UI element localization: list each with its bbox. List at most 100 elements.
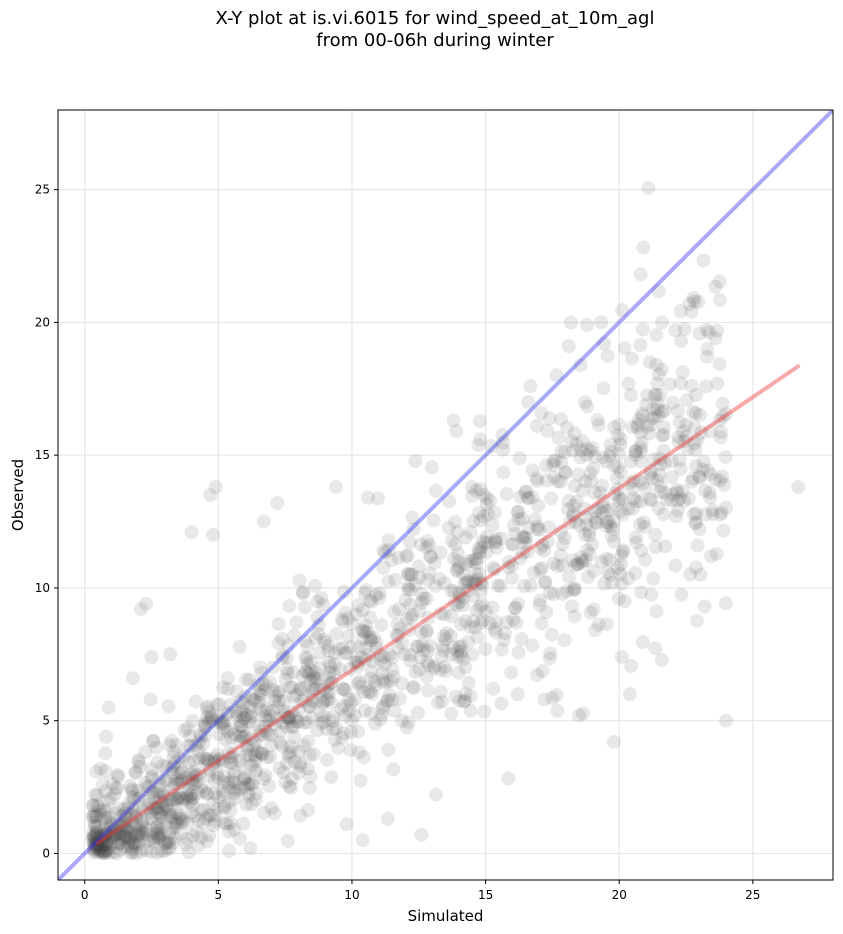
scatter-point — [244, 797, 259, 812]
scatter-point — [604, 528, 619, 543]
scatter-point — [283, 714, 298, 729]
scatter-point — [635, 409, 650, 424]
scatter-point — [378, 545, 393, 560]
scatter-point — [128, 804, 143, 819]
scatter-point — [91, 800, 106, 815]
scatter-point — [159, 810, 174, 825]
scatter-point — [301, 734, 316, 749]
scatter-point — [130, 828, 145, 843]
scatter-point — [131, 783, 146, 798]
scatter-point — [264, 738, 279, 753]
scatter-point — [295, 669, 310, 684]
scatter-point — [334, 612, 349, 627]
scatter-point — [345, 617, 360, 632]
scatter-point — [586, 602, 601, 617]
scatter-point — [227, 791, 242, 806]
scatter-point — [259, 678, 274, 693]
scatter-point — [446, 413, 461, 428]
scatter-point — [513, 551, 528, 566]
scatter-point — [179, 787, 194, 802]
scatter-point — [510, 505, 525, 520]
scatter-point — [566, 507, 581, 522]
scatter-point — [255, 746, 270, 761]
scatter-point — [501, 560, 516, 575]
scatter-point — [227, 727, 242, 742]
scatter-point — [631, 417, 646, 432]
scatter-point — [637, 520, 652, 535]
scatter-point — [86, 841, 101, 856]
scatter-point — [565, 553, 580, 568]
scatter-point — [200, 699, 215, 714]
scatter-point — [373, 648, 388, 663]
scatter-point — [241, 788, 256, 803]
scatter-point — [635, 322, 650, 337]
scatter-point — [358, 618, 373, 633]
scatter-point — [595, 450, 610, 465]
scatter-point — [234, 719, 249, 734]
scatter-point — [718, 596, 733, 611]
scatter-point — [477, 704, 492, 719]
scatter-point — [719, 713, 734, 728]
scatter-point — [282, 749, 297, 764]
scatter-point — [223, 756, 238, 771]
scatter-point — [483, 493, 498, 508]
scatter-point — [220, 724, 235, 739]
scatter-point — [700, 349, 715, 364]
scatter-point — [465, 576, 480, 591]
scatter-point — [168, 776, 183, 791]
scatter-point — [138, 821, 153, 836]
scatter-point — [186, 753, 201, 768]
scatter-point — [297, 715, 312, 730]
scatter-point — [194, 780, 209, 795]
scatter-point — [316, 695, 331, 710]
scatter-point — [243, 748, 258, 763]
scatter-point — [214, 714, 229, 729]
scatter-point — [600, 503, 615, 518]
scatter-point — [715, 396, 730, 411]
scatter-point — [463, 703, 478, 718]
scatter-point — [95, 777, 110, 792]
scatter-point — [344, 640, 359, 655]
scatter-point — [566, 443, 581, 458]
scatter-point — [452, 560, 467, 575]
scatter-point — [293, 756, 308, 771]
scatter-point — [379, 694, 394, 709]
scatter-point — [251, 695, 266, 710]
scatter-point — [364, 594, 379, 609]
scatter-point — [607, 420, 622, 435]
scatter-point — [185, 797, 200, 812]
scatter-point — [390, 617, 405, 632]
scatter-point — [697, 599, 712, 614]
scatter-point — [298, 634, 313, 649]
scatter-point — [258, 709, 273, 724]
scatter-point — [88, 843, 103, 858]
scatter-point — [640, 388, 655, 403]
scatter-point — [718, 407, 733, 422]
scatter-point — [422, 538, 437, 553]
scatter-point — [95, 836, 110, 851]
scatter-point — [531, 498, 546, 513]
scatter-point — [336, 614, 351, 629]
scatter-point — [458, 660, 473, 675]
scatter-point — [300, 761, 315, 776]
scatter-point — [589, 515, 604, 530]
scatter-point — [712, 413, 727, 428]
scatter-point — [98, 764, 113, 779]
scatter-point — [325, 714, 340, 729]
scatter-point — [319, 693, 334, 708]
scatter-point — [319, 722, 334, 737]
scatter-point — [461, 634, 476, 649]
scatter-point — [606, 534, 621, 549]
scatter-point — [204, 711, 219, 726]
scatter-point — [712, 274, 727, 289]
scatter-point — [497, 632, 512, 647]
y-tick-label: 20 — [35, 315, 50, 329]
scatter-point — [125, 671, 140, 686]
scatter-point — [109, 846, 124, 861]
scatter-point — [295, 586, 310, 601]
scatter-point — [168, 738, 183, 753]
scatter-point — [564, 599, 579, 614]
scatter-point — [624, 351, 639, 366]
scatter-point — [196, 750, 211, 765]
scatter-point — [193, 729, 208, 744]
